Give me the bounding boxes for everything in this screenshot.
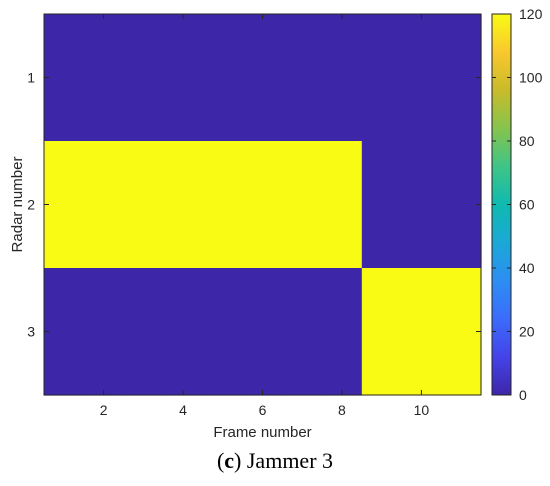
heatmap-cell (202, 268, 244, 396)
heatmap-cell (242, 14, 283, 142)
heatmap-cell (202, 14, 244, 142)
x-axis-ticks: 2 4 6 8 10 (100, 14, 430, 418)
heatmap-cell (401, 14, 442, 142)
colorbar-tick-label: 100 (519, 70, 543, 86)
x-axis-label: Frame number (213, 424, 311, 441)
heatmap-cell (322, 268, 363, 396)
heatmap-cell (361, 141, 403, 269)
x-tick-label: 2 (100, 402, 108, 418)
heatmap-cell (123, 141, 164, 269)
figure-caption: (c) Jammer 3 (0, 448, 550, 474)
heatmap-cell (44, 14, 85, 142)
colorbar-ticks: 0 20 40 60 80 100 120 (492, 6, 543, 403)
colorbar-tick-label: 20 (519, 324, 535, 340)
caption-close-paren: ) (234, 448, 242, 473)
x-tick-label: 4 (179, 402, 187, 418)
heatmap-cell (123, 14, 164, 142)
heatmap-cell (441, 14, 482, 142)
x-tick-label: 8 (338, 402, 346, 418)
heatmap-cell (282, 141, 323, 269)
y-axis-ticks: 1 2 3 (27, 70, 481, 340)
heatmap-cell (83, 14, 125, 142)
caption-open-paren: ( (216, 448, 225, 473)
heatmap-cell (163, 268, 204, 396)
heatmap-cell (282, 268, 323, 396)
heatmap-cells (44, 14, 482, 396)
heatmap-cell (441, 141, 482, 269)
heatmap-cell (242, 141, 283, 269)
heatmap-cell (401, 268, 442, 396)
y-axis-label: Radar number (9, 157, 26, 253)
heatmap-cell (163, 14, 204, 142)
heatmap-cell (322, 14, 363, 142)
heatmap-cell (441, 268, 482, 396)
heatmap-cell (44, 268, 85, 396)
caption-letter: c (224, 448, 235, 473)
y-tick-label: 2 (27, 197, 35, 213)
caption-text: Jammer 3 (241, 448, 334, 473)
colorbar-tick-label: 120 (519, 6, 543, 22)
heatmap-cell (322, 141, 363, 269)
x-tick-label: 10 (414, 402, 430, 418)
heatmap-cell (44, 141, 85, 269)
colorbar-tick-label: 80 (519, 133, 535, 149)
colorbar-tick-label: 60 (519, 197, 535, 213)
heatmap-cell (83, 141, 125, 269)
heatmap-cell (163, 141, 204, 269)
heatmap-cell (361, 268, 403, 396)
colorbar-tick-label: 0 (519, 387, 527, 403)
heatmap-cell (123, 268, 164, 396)
colorbar-tick-label: 40 (519, 260, 535, 276)
heatmap-cell (242, 268, 283, 396)
y-tick-label: 1 (27, 70, 35, 86)
heatmap-cell (282, 14, 323, 142)
x-tick-label: 6 (259, 402, 267, 418)
heatmap-cell (401, 141, 442, 269)
heatmap-cell (361, 14, 403, 142)
heatmap-cell (83, 268, 125, 396)
heatmap-cell (202, 141, 244, 269)
y-tick-label: 3 (27, 324, 35, 340)
